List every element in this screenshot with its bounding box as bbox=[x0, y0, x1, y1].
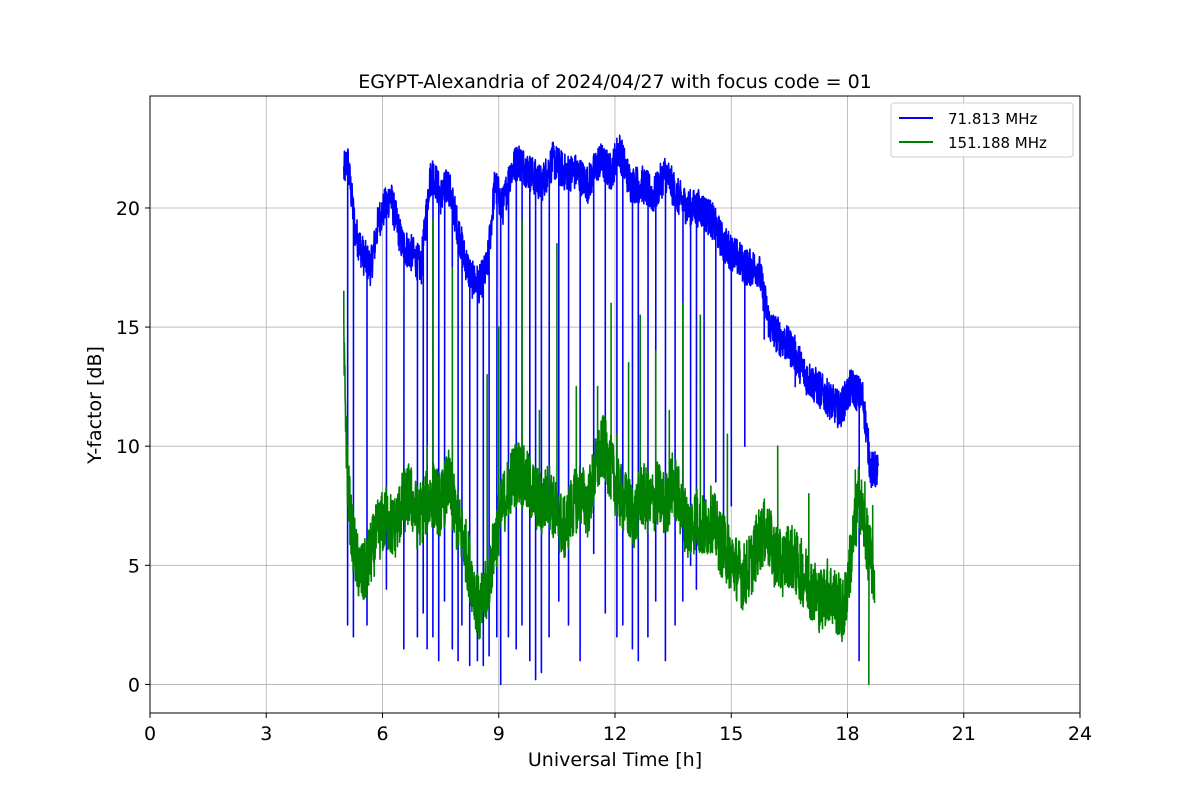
x-tick-label: 0 bbox=[144, 723, 156, 745]
x-axis-label: Universal Time [h] bbox=[528, 749, 702, 771]
legend-label: 151.188 MHz bbox=[948, 134, 1047, 152]
legend-label: 71.813 MHz bbox=[948, 110, 1037, 128]
x-tick-label: 12 bbox=[603, 723, 627, 745]
x-tick-label: 21 bbox=[952, 723, 976, 745]
y-tick-label: 5 bbox=[128, 555, 140, 577]
axes bbox=[145, 95, 1081, 718]
plot-frame bbox=[149, 95, 1081, 714]
chart-title: EGYPT-Alexandria of 2024/04/27 with focu… bbox=[358, 71, 872, 93]
x-tick-label: 18 bbox=[835, 723, 859, 745]
y-tick-label: 0 bbox=[128, 674, 140, 696]
y-tick-label: 15 bbox=[116, 317, 140, 339]
y-tick-label: 10 bbox=[116, 436, 140, 458]
series-layer bbox=[343, 134, 880, 686]
legend: 71.813 MHz 151.188 MHz bbox=[890, 102, 1074, 158]
x-tick-label: 6 bbox=[376, 723, 388, 745]
x-tick-label: 24 bbox=[1068, 723, 1092, 745]
tick-labels: 0 3 6 9 12 15 18 21 24 0 5 10 15 20 bbox=[116, 198, 1092, 745]
x-tick-label: 9 bbox=[493, 723, 505, 745]
x-tick-label: 15 bbox=[719, 723, 743, 745]
legend-box bbox=[890, 102, 1074, 158]
y-tick-label: 20 bbox=[116, 198, 140, 220]
y-axis-label: Y-factor [dB] bbox=[84, 346, 106, 465]
series-line-151-188-mhz bbox=[343, 219, 876, 686]
x-tick-label: 3 bbox=[260, 723, 272, 745]
